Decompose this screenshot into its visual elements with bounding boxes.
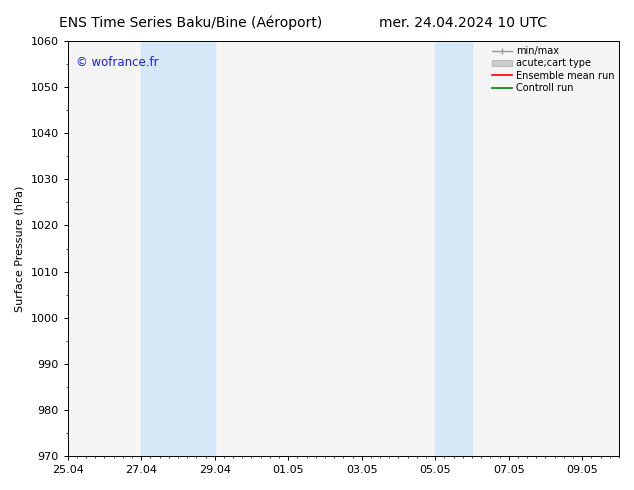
Text: © wofrance.fr: © wofrance.fr (76, 55, 158, 69)
Legend: min/max, acute;cart type, Ensemble mean run, Controll run: min/max, acute;cart type, Ensemble mean … (490, 44, 616, 95)
Bar (141, 41, 215, 456)
Y-axis label: Surface Pressure (hPa): Surface Pressure (hPa) (15, 185, 25, 312)
Text: mer. 24.04.2024 10 UTC: mer. 24.04.2024 10 UTC (379, 16, 547, 30)
Text: ENS Time Series Baku/Bine (Aéroport): ENS Time Series Baku/Bine (Aéroport) (58, 16, 322, 30)
Bar (435, 41, 472, 456)
